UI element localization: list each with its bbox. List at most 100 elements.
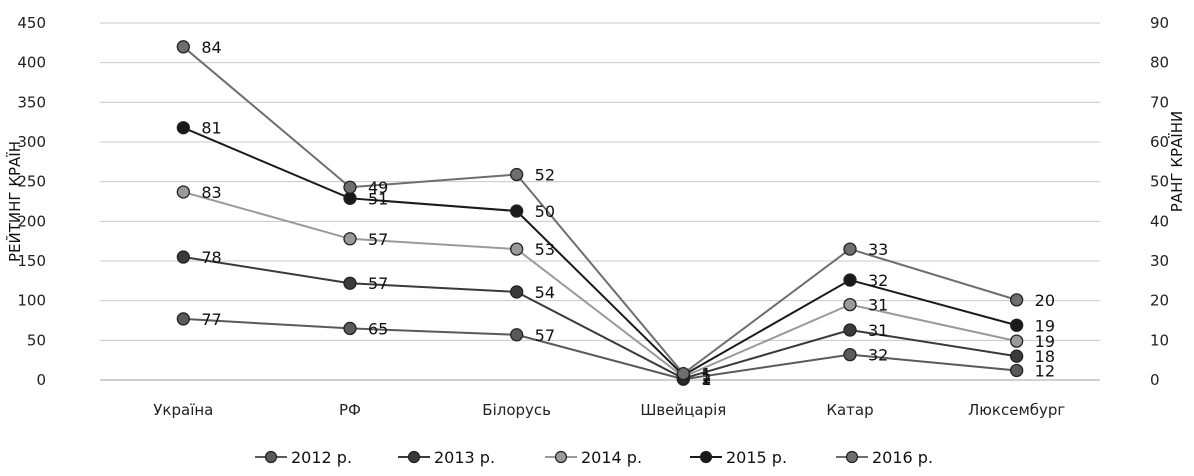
y2-tick-label: 30 — [1150, 252, 1169, 270]
data-label: 1 — [701, 368, 711, 387]
data-label: 1 — [701, 370, 711, 389]
y2-tick-label: 70 — [1150, 93, 1169, 111]
data-point — [343, 232, 357, 246]
data-label: 52 — [535, 166, 555, 185]
data-point — [1010, 334, 1024, 348]
data-point — [843, 242, 857, 256]
data-label: 33 — [868, 240, 888, 259]
y-tick-label: 50 — [27, 331, 46, 349]
y-tick-label: 350 — [17, 93, 46, 111]
y-tick-label: 300 — [17, 133, 46, 151]
data-label: 51 — [368, 189, 388, 208]
data-label: 18 — [1035, 347, 1055, 366]
legend-marker — [554, 450, 568, 464]
y-tick-label: 150 — [17, 252, 46, 270]
series-line — [182, 46, 1017, 376]
data-point — [1010, 293, 1024, 307]
data-label: 84 — [201, 38, 221, 57]
y-tick-label: 0 — [36, 371, 46, 389]
data-label: 19 — [1035, 316, 1055, 335]
y2-tick-label: 60 — [1150, 133, 1169, 151]
x-tick-label: Україна — [153, 401, 213, 419]
data-label: 78 — [201, 248, 221, 267]
x-axis: Україна РФ Білорусь Швейцарія Катар Люксембур… — [100, 379, 1100, 419]
data-point — [343, 180, 357, 194]
series-line — [182, 126, 1017, 377]
data-point — [843, 347, 857, 362]
data-point — [676, 367, 690, 381]
y-axis-title: РЕЙТИНГ КРАЇН — [5, 141, 24, 262]
data-point — [510, 328, 524, 342]
data-label: 12 — [1035, 361, 1055, 380]
data-label: 19 — [1035, 332, 1055, 351]
x-tick-label: Швейцарія — [640, 401, 726, 419]
y2-axis-title: РАНГ КРАЇНИ — [1167, 111, 1186, 212]
data-label: 57 — [368, 274, 388, 293]
data-label: 83 — [201, 183, 221, 202]
data-point — [176, 121, 190, 135]
x-tick-label: Люксембург — [968, 401, 1065, 419]
data-label: 49 — [368, 178, 388, 197]
data-point — [343, 321, 357, 336]
data-point — [510, 242, 524, 256]
data-label: 31 — [868, 321, 888, 340]
y-tick-label: 250 — [17, 173, 46, 191]
data-label: 32 — [868, 271, 888, 290]
y-tick-label: 200 — [17, 212, 46, 230]
data-point — [1010, 318, 1024, 332]
data-point — [510, 285, 524, 299]
series-line — [183, 317, 1017, 381]
y2-tick-label: 20 — [1150, 292, 1169, 310]
y2-tick-label: 90 — [1150, 14, 1169, 32]
data-label: 65 — [368, 319, 388, 338]
data-point — [843, 323, 857, 337]
x-tick-label: Катар — [826, 401, 873, 419]
y-tick-label: 400 — [17, 54, 46, 72]
legend-marker — [407, 450, 421, 464]
data-label: 50 — [535, 202, 555, 221]
gridlines — [100, 22, 1100, 381]
right-axis: 0 10 20 30 40 50 60 70 80 90 — [1150, 14, 1169, 389]
y2-tick-label: 80 — [1150, 54, 1169, 72]
data-point — [1010, 349, 1024, 363]
data-label: 77 — [201, 310, 221, 329]
legend: 2012 р. 2013 р. 2014 р. 2015 р. 2016 р. — [255, 448, 933, 467]
legend-marker — [264, 450, 278, 464]
data-label: 31 — [868, 296, 888, 315]
legend-label: 2014 р. — [581, 448, 642, 467]
series-line — [183, 191, 1017, 378]
legend-label: 2013 р. — [434, 448, 495, 467]
data-point — [176, 250, 190, 264]
legend-label: 2016 р. — [872, 448, 933, 467]
y2-tick-label: 40 — [1150, 212, 1169, 230]
left-axis: 0 50 100 150 200 250 300 350 400 450 — [17, 14, 46, 389]
data-point — [843, 297, 857, 312]
data-point — [510, 204, 524, 218]
data-label: 2 — [701, 369, 711, 388]
y-tick-label: 100 — [17, 292, 46, 310]
series-layer — [176, 40, 1024, 386]
data-point — [843, 273, 857, 287]
data-label: 20 — [1035, 291, 1055, 310]
data-label: 53 — [535, 240, 555, 259]
data-point — [510, 167, 524, 182]
y2-tick-label: 10 — [1150, 331, 1169, 349]
data-label: 54 — [535, 283, 555, 302]
x-tick-label: РФ — [339, 401, 361, 419]
data-label: 1 — [701, 365, 711, 384]
data-label: 81 — [201, 119, 221, 138]
data-point — [176, 185, 190, 199]
data-label: 57 — [368, 230, 388, 249]
data-point — [176, 40, 190, 54]
data-label: 1 — [701, 366, 711, 385]
data-point — [1010, 363, 1024, 378]
y2-tick-label: 50 — [1150, 173, 1169, 191]
y-tick-label: 450 — [17, 14, 46, 32]
data-point — [343, 276, 357, 290]
y2-tick-label: 0 — [1150, 371, 1160, 389]
data-point — [343, 191, 357, 205]
legend-label: 2015 р. — [726, 448, 787, 467]
